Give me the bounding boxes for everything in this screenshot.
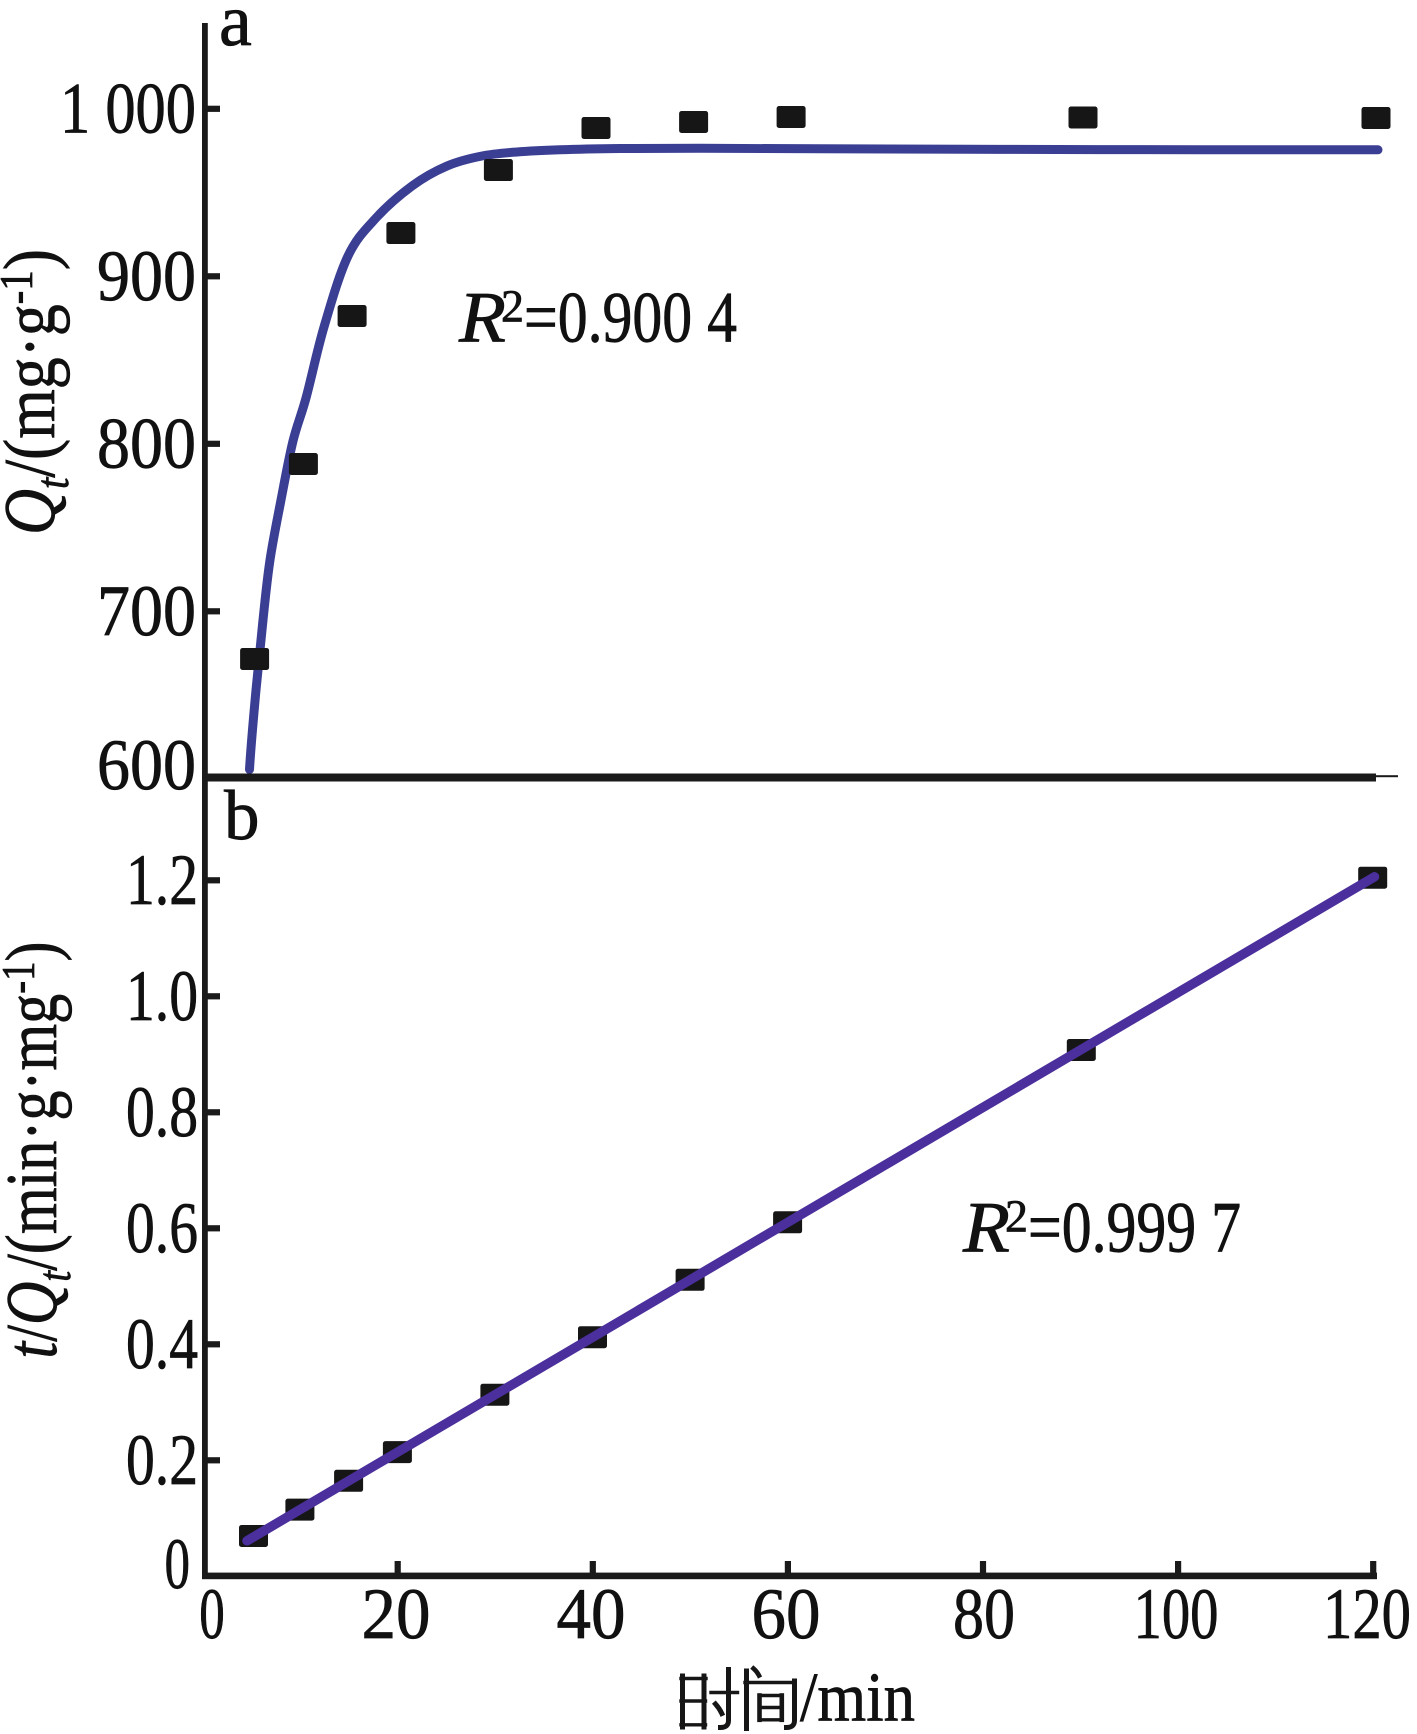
svg-text:900: 900 — [97, 235, 196, 316]
svg-text:2: 2 — [1005, 1191, 1028, 1242]
svg-text:0.8: 0.8 — [126, 1071, 198, 1152]
svg-text:t/Qt/(min·g·mg-1): t/Qt/(min·g·mg-1) — [0, 942, 81, 1359]
svg-text:40: 40 — [557, 1573, 626, 1654]
svg-text:2: 2 — [501, 281, 524, 332]
svg-text:/min: /min — [800, 1660, 915, 1734]
svg-text:1.2: 1.2 — [126, 839, 198, 920]
svg-text:800: 800 — [97, 402, 196, 483]
svg-text:120: 120 — [1323, 1573, 1411, 1654]
svg-text:=0.999 7: =0.999 7 — [1028, 1187, 1241, 1268]
svg-text:0.4: 0.4 — [126, 1303, 198, 1384]
svg-text:0.6: 0.6 — [126, 1187, 198, 1268]
svg-text:0.2: 0.2 — [126, 1419, 198, 1500]
svg-text:20: 20 — [362, 1573, 431, 1654]
svg-text:700: 700 — [97, 570, 196, 651]
svg-text:R: R — [458, 277, 506, 358]
svg-text:80: 80 — [953, 1573, 1015, 1654]
svg-text:1 000: 1 000 — [60, 67, 196, 148]
svg-text:600: 600 — [97, 724, 196, 805]
svg-text:Qt/(mg·g-1): Qt/(mg·g-1) — [0, 249, 79, 535]
svg-text:R: R — [962, 1187, 1010, 1268]
svg-text:1.0: 1.0 — [126, 955, 198, 1036]
svg-text:100: 100 — [1134, 1573, 1219, 1654]
svg-text:0: 0 — [199, 1573, 225, 1654]
svg-text:a: a — [219, 0, 252, 62]
svg-text:0: 0 — [165, 1523, 191, 1604]
svg-text:=0.900 4: =0.900 4 — [524, 277, 737, 358]
svg-text:60: 60 — [752, 1573, 821, 1654]
svg-text:b: b — [224, 777, 260, 855]
